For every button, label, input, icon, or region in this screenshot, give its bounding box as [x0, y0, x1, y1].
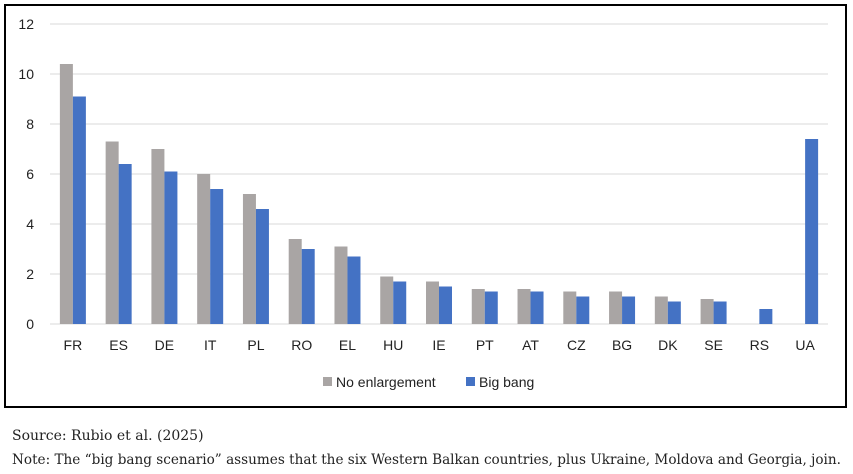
- bar-fr-big-bang: [72, 96, 86, 324]
- x-tick-label: EL: [339, 337, 356, 353]
- bar-pt-big-bang: [484, 291, 498, 324]
- bar-ua-big-bang: [805, 139, 819, 324]
- bar-cz-no-enlargement: [563, 291, 577, 324]
- bar-el-no-enlargement: [334, 246, 348, 324]
- bar-hu-big-bang: [393, 281, 407, 324]
- x-tick-label: DE: [155, 337, 174, 353]
- x-tick-label: DK: [658, 337, 678, 353]
- bar-de-big-bang: [164, 171, 178, 324]
- bar-se-big-bang: [713, 301, 727, 324]
- bar-pl-big-bang: [255, 209, 269, 324]
- bar-dk-big-bang: [667, 301, 681, 324]
- bar-es-big-bang: [118, 164, 132, 324]
- y-tick-label: 0: [26, 316, 34, 332]
- y-tick-label: 10: [18, 66, 34, 82]
- x-tick-label: ES: [109, 337, 128, 353]
- bar-de-no-enlargement: [151, 149, 165, 324]
- note-text: Note: The “big bang scenario” assumes th…: [12, 452, 841, 468]
- x-tick-label: PT: [476, 337, 494, 353]
- bar-dk-no-enlargement: [654, 296, 668, 324]
- legend-swatch: [323, 377, 332, 386]
- source-text: Source: Rubio et al. (2025): [12, 428, 204, 444]
- bars: [59, 64, 819, 324]
- bar-pl-no-enlargement: [242, 194, 256, 324]
- bar-hu-no-enlargement: [380, 276, 394, 324]
- gridlines: [50, 23, 828, 325]
- x-tick-label: PL: [247, 337, 264, 353]
- bar-pt-no-enlargement: [471, 289, 485, 324]
- legend-label: No enlargement: [336, 374, 436, 390]
- y-tick-label: 4: [26, 216, 34, 232]
- bar-it-big-bang: [210, 189, 224, 324]
- bar-fr-no-enlargement: [59, 64, 73, 324]
- legend: No enlargement Big bang: [323, 374, 534, 390]
- bar-ie-big-bang: [439, 286, 452, 324]
- x-tick-label: SE: [704, 337, 723, 353]
- x-tick-label: BG: [612, 337, 632, 353]
- x-tick-label: FR: [64, 337, 83, 353]
- legend-swatch: [466, 377, 475, 386]
- x-tick-label: IT: [204, 337, 217, 353]
- bar-at-no-enlargement: [517, 289, 531, 324]
- bar-ro-big-bang: [301, 249, 315, 324]
- x-tick-label: IE: [432, 337, 445, 353]
- y-tick-label: 8: [26, 116, 34, 132]
- bar-ro-no-enlargement: [288, 239, 302, 324]
- y-tick-label: 2: [26, 266, 34, 282]
- bar-at-big-bang: [530, 291, 544, 324]
- bar-cz-big-bang: [576, 296, 590, 324]
- bar-rs-big-bang: [759, 309, 773, 324]
- bar-es-no-enlargement: [105, 141, 119, 324]
- x-axis-ticks: FR ES DE IT PL RO EL HU IE PT AT CZ BG DK SE RS UA: [64, 337, 816, 353]
- y-tick-label: 6: [26, 166, 34, 182]
- bar-el-big-bang: [347, 256, 361, 324]
- bar-bg-big-bang: [622, 296, 636, 324]
- chart-frame: [4, 4, 847, 408]
- x-tick-label: CZ: [567, 337, 586, 353]
- x-tick-label: HU: [383, 337, 403, 353]
- bar-ie-no-enlargement: [426, 281, 439, 324]
- x-tick-label: UA: [795, 337, 815, 353]
- y-axis-ticks: 0 2 4 6 8 10 12: [18, 16, 34, 332]
- y-tick-label: 12: [18, 16, 34, 32]
- bar-bg-no-enlargement: [609, 291, 623, 324]
- x-tick-label: RS: [750, 337, 769, 353]
- legend-label: Big bang: [479, 374, 534, 390]
- bar-se-no-enlargement: [700, 299, 714, 324]
- bar-it-no-enlargement: [197, 174, 211, 324]
- x-tick-label: RO: [291, 337, 312, 353]
- x-tick-label: AT: [522, 337, 539, 353]
